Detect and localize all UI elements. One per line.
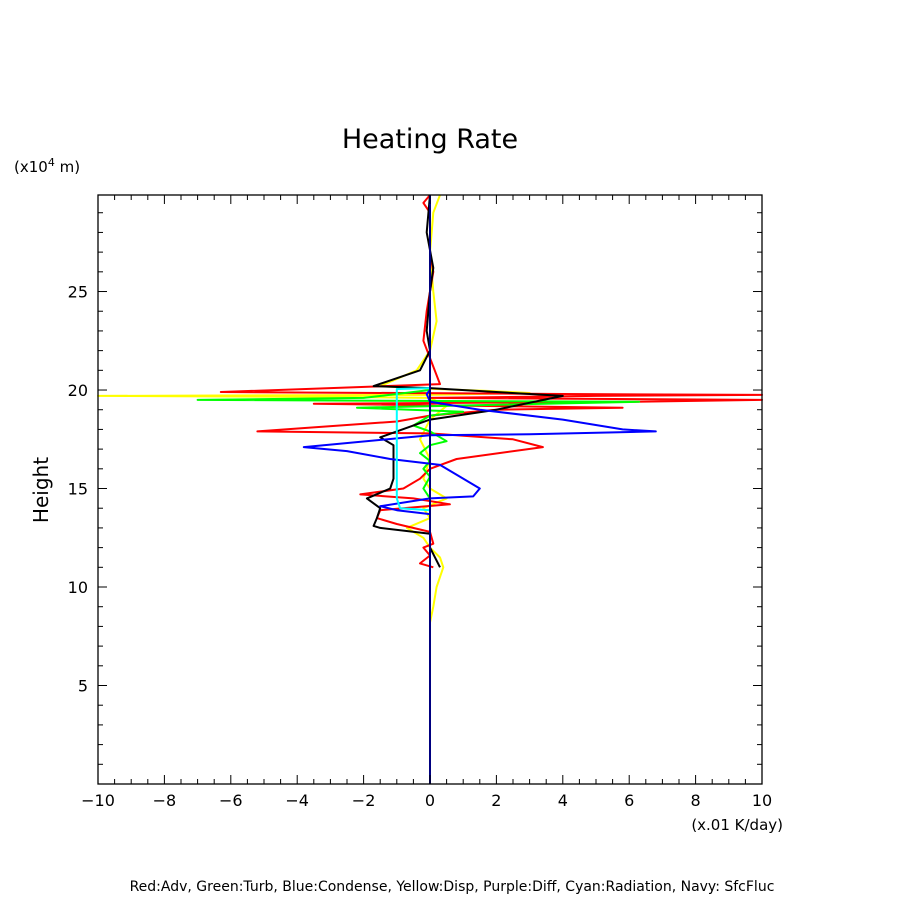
chart-title: Heating Rate (342, 124, 518, 155)
x-tick-label: 2 (491, 791, 501, 810)
x-tick-label: 0 (425, 791, 435, 810)
series-group (97, 194, 763, 784)
y-tick-label: 5 (78, 677, 88, 696)
x-tick-label: −2 (352, 791, 376, 810)
series-line-0 (97, 194, 531, 623)
ticks-group: −10 −8 −6 −4 −2 0 2 4 6 8 10 5 10 15 20 25 (68, 195, 772, 810)
x-tick-label: 8 (691, 791, 701, 810)
y-tick-label: 25 (68, 283, 88, 302)
x-tick-label: −10 (81, 791, 115, 810)
x-axis-unit-label: (x.01 K/day) (691, 816, 783, 834)
series-line-4 (302, 389, 657, 538)
y-tick-label: 10 (68, 578, 88, 597)
y-axis-label: Height (29, 457, 53, 523)
x-tick-label: 4 (558, 791, 568, 810)
y-axis-unit-label: (x104 m) (14, 156, 80, 176)
y-unit-prefix: (x10 (14, 158, 48, 176)
x-tick-label: 10 (752, 791, 772, 810)
y-tick-label: 15 (68, 480, 88, 499)
y-unit-suffix: m) (55, 158, 80, 176)
legend-text: Red:Adv, Green:Turb, Blue:Condense, Yell… (130, 879, 775, 895)
series-line-1 (219, 194, 763, 569)
y-tick-label: 20 (68, 381, 88, 400)
x-tick-label: −6 (219, 791, 243, 810)
y-unit-exponent: 4 (48, 156, 55, 169)
x-tick-label: −4 (285, 791, 309, 810)
series-line-5 (395, 387, 431, 512)
x-tick-label: −8 (153, 791, 177, 810)
plot-frame (97, 194, 763, 785)
series-line-3 (365, 194, 564, 568)
x-tick-label: 6 (624, 791, 634, 810)
